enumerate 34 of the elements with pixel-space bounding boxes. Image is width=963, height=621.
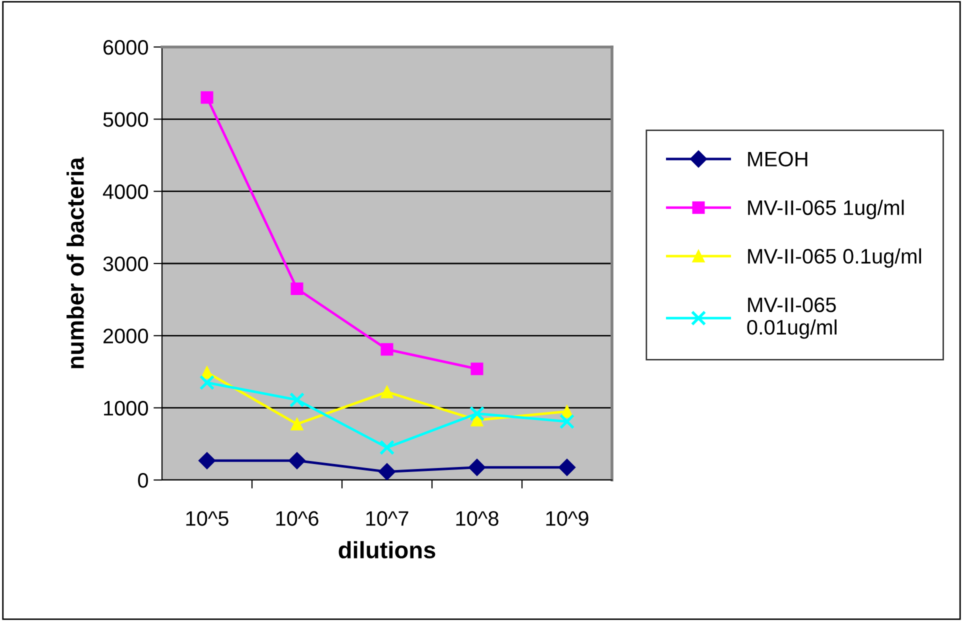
point — [199, 374, 215, 390]
point — [290, 282, 304, 296]
point — [198, 452, 216, 470]
point — [559, 414, 575, 430]
legend-label: MV-II-065 0.01ug/ml — [747, 298, 837, 339]
point — [380, 343, 394, 356]
point — [290, 418, 304, 430]
legend-label: MV-II-065 1ug/ml — [748, 200, 904, 220]
y-tick-label: 0 — [138, 473, 148, 488]
point — [558, 458, 576, 476]
y-tick-label: 3000 — [103, 256, 148, 272]
x-tick-label: 10^5 — [186, 511, 228, 526]
point — [378, 463, 396, 480]
y-tick-label: 1000 — [104, 400, 148, 416]
legend-label: MV-II-065 0.1ug/ml — [748, 248, 922, 268]
x-tick-label: 10^8 — [456, 511, 498, 526]
y-tick-label: 2000 — [104, 328, 148, 344]
y-tick-label: 5000 — [103, 112, 148, 127]
point — [379, 440, 395, 456]
point — [200, 91, 214, 104]
y-tick-label: 6000 — [104, 40, 148, 55]
point — [470, 362, 484, 376]
point — [380, 386, 394, 398]
x-tick-label: 10^6 — [276, 511, 318, 526]
point — [289, 392, 305, 408]
legend-label: MEOH — [748, 152, 808, 166]
point — [288, 452, 306, 470]
y-axis-title: number of bacteria — [66, 157, 84, 368]
point — [469, 406, 485, 422]
x-tick-label: 10^9 — [546, 511, 588, 526]
point — [468, 458, 486, 476]
x-axis-title: dilutions — [338, 541, 436, 558]
x-tick-label: 10^7 — [366, 511, 408, 526]
y-tick-label: 4000 — [102, 184, 148, 200]
